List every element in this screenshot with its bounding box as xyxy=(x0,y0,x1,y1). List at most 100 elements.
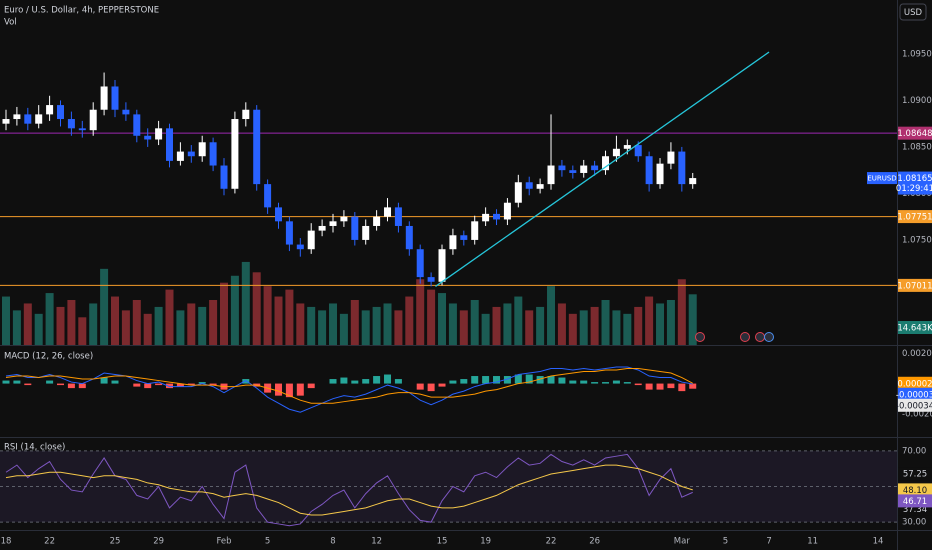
volume-bar xyxy=(45,293,54,345)
x-tick-label: 15 xyxy=(437,537,448,547)
x-tick-label: 26 xyxy=(589,537,600,547)
candle-body xyxy=(493,213,501,220)
macd-histogram-bar xyxy=(471,376,479,384)
volume-bar xyxy=(209,300,218,345)
price-level-label-box xyxy=(898,278,932,292)
candle-body xyxy=(307,230,315,250)
macd-histogram-bar xyxy=(416,383,424,390)
candle-body xyxy=(471,221,479,240)
x-tick-label: 18 xyxy=(1,537,12,547)
volume-bar xyxy=(590,306,599,345)
volume-bar xyxy=(416,279,425,345)
currency-label[interactable]: USD xyxy=(904,8,923,18)
x-tick-label: 5 xyxy=(265,537,270,547)
candle-body xyxy=(645,156,653,185)
volume-bar xyxy=(645,296,654,345)
rsi-band-label: 57.25 xyxy=(903,470,927,480)
rsi-ma-last-label: 48.10 xyxy=(903,486,927,496)
macd-histogram-bar xyxy=(111,380,119,384)
candle-body xyxy=(46,105,54,115)
candle-body xyxy=(275,207,283,222)
candle-body xyxy=(78,128,86,131)
macd-histogram-bar xyxy=(13,380,21,384)
price-level-label: 1.08648 xyxy=(897,129,932,139)
volume-bar xyxy=(634,306,643,345)
macd-histogram-bar xyxy=(460,379,468,384)
event-icon[interactable] xyxy=(764,332,774,342)
volume-bar xyxy=(405,296,414,345)
volume-last-box xyxy=(898,321,932,334)
volume-bar xyxy=(492,306,501,345)
candle-body xyxy=(449,235,457,250)
macd-histogram-bar xyxy=(678,383,686,392)
macd-histogram-bar xyxy=(634,383,642,386)
last-price-box xyxy=(898,171,932,195)
candle-body xyxy=(24,114,32,124)
candle-body xyxy=(416,249,424,278)
candle-body xyxy=(482,213,490,222)
candle-body xyxy=(89,109,97,131)
candle-body xyxy=(2,119,10,124)
event-icon[interactable] xyxy=(695,332,705,342)
candle-body xyxy=(209,142,217,166)
candle-body xyxy=(111,86,119,110)
macd-last-label: -0.00003 xyxy=(896,390,932,400)
volume-bar xyxy=(165,289,174,345)
volume-bar xyxy=(677,279,686,345)
candle-body xyxy=(67,119,75,129)
candle-body xyxy=(100,86,108,110)
macd-histogram-bar xyxy=(351,380,359,384)
currency-button-frame[interactable] xyxy=(899,3,927,21)
candle-body xyxy=(569,170,577,173)
volume-bar xyxy=(143,313,152,345)
volume-bar xyxy=(274,296,283,345)
rsi-ma-line xyxy=(5,464,693,516)
macd-histogram-bar xyxy=(340,377,348,384)
macd-histogram-bar xyxy=(187,383,195,386)
volume-bar xyxy=(285,289,294,345)
event-icon[interactable] xyxy=(740,332,750,342)
plot-layer xyxy=(0,51,897,527)
candle-body xyxy=(176,151,184,161)
y-tick-label: 1.09000 xyxy=(902,96,932,106)
y-tick-label: 0.00200 xyxy=(902,349,932,359)
volume-bar xyxy=(470,300,479,345)
x-tick-label: 25 xyxy=(110,537,121,547)
volume-bar xyxy=(252,272,261,345)
candle-body xyxy=(634,145,642,157)
event-icon[interactable] xyxy=(755,332,765,342)
x-tick-label: 14 xyxy=(873,537,884,547)
x-tick-label: 29 xyxy=(153,537,164,547)
symbol-tag-box xyxy=(867,172,897,185)
candle-body xyxy=(591,165,599,171)
volume-bar xyxy=(688,294,697,345)
volume-bar xyxy=(350,300,359,345)
candle-body xyxy=(340,216,348,222)
macd-histogram-bar xyxy=(602,382,610,384)
candle-body xyxy=(318,225,326,231)
candle-body xyxy=(667,151,675,164)
macd-histogram-bar xyxy=(689,383,697,389)
volume-bar xyxy=(514,296,523,345)
y-tick-label: 1.09500 xyxy=(902,49,932,59)
x-tick-label: 7 xyxy=(766,537,771,547)
y-tick-label: -0.00200 xyxy=(902,409,932,419)
rsi-title: RSI (14, close) xyxy=(4,443,65,453)
x-tick-label: Feb xyxy=(216,537,231,547)
macd-histogram-bar xyxy=(667,383,675,389)
signal-line xyxy=(5,367,693,404)
macd-histogram-bar xyxy=(384,374,392,384)
y-tick-label: 30.00 xyxy=(902,518,926,528)
volume-bar xyxy=(568,313,577,345)
candle-body xyxy=(253,109,261,185)
candle-body xyxy=(198,142,206,157)
candle-body xyxy=(13,114,21,120)
macd-histogram-bar xyxy=(2,380,10,384)
candle-body xyxy=(460,235,468,240)
y-tick-label: 1.07500 xyxy=(902,235,932,245)
x-tick-label: 5 xyxy=(723,537,728,547)
currency-button[interactable]: USD xyxy=(899,3,927,21)
volume-bar xyxy=(656,303,665,345)
price-level-label: 1.07751 xyxy=(897,213,932,223)
macd-title: MACD (12, 26, close) xyxy=(4,352,93,362)
